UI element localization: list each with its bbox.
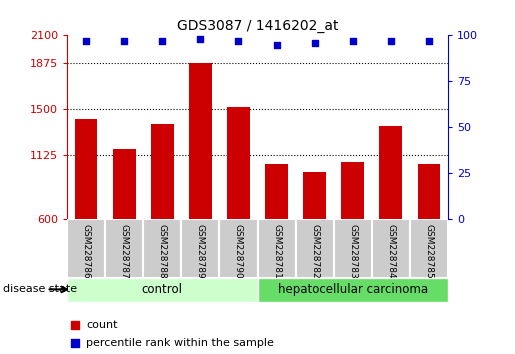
Text: GSM228782: GSM228782 — [310, 224, 319, 279]
Bar — [303, 172, 326, 219]
Text: hepatocellular carcinoma: hepatocellular carcinoma — [278, 283, 428, 296]
Bar — [113, 149, 135, 219]
Text: GSM228788: GSM228788 — [158, 224, 167, 279]
Text: GSM228789: GSM228789 — [196, 224, 205, 279]
Text: GSM228784: GSM228784 — [386, 224, 396, 279]
Point — [158, 38, 166, 44]
Text: GSM228786: GSM228786 — [81, 224, 91, 279]
Text: GSM228790: GSM228790 — [234, 224, 243, 279]
Point — [71, 322, 79, 328]
Point — [71, 340, 79, 346]
Point — [311, 40, 319, 46]
Bar — [189, 63, 212, 219]
Text: disease state: disease state — [3, 284, 77, 294]
Point — [120, 38, 128, 44]
Text: count: count — [86, 320, 117, 330]
Bar — [67, 278, 258, 302]
Bar — [265, 164, 288, 219]
Point — [272, 42, 281, 47]
Point — [387, 38, 395, 44]
Bar — [380, 126, 402, 219]
Bar — [258, 278, 448, 302]
Bar — [372, 219, 410, 278]
Bar — [418, 164, 440, 219]
Bar — [105, 219, 143, 278]
Bar — [296, 219, 334, 278]
Point — [82, 38, 90, 44]
Bar — [227, 107, 250, 219]
Text: control: control — [142, 283, 183, 296]
Text: GSM228783: GSM228783 — [348, 224, 357, 279]
Bar — [334, 219, 372, 278]
Bar — [67, 219, 105, 278]
Bar — [181, 219, 219, 278]
Bar — [410, 219, 448, 278]
Text: GSM228787: GSM228787 — [119, 224, 129, 279]
Title: GDS3087 / 1416202_at: GDS3087 / 1416202_at — [177, 19, 338, 33]
Text: GSM228785: GSM228785 — [424, 224, 434, 279]
Bar — [151, 124, 174, 219]
Text: GSM228781: GSM228781 — [272, 224, 281, 279]
Point — [234, 38, 243, 44]
Point — [349, 38, 357, 44]
Bar — [219, 219, 258, 278]
Point — [196, 36, 204, 42]
Bar — [341, 162, 364, 219]
Bar — [143, 219, 181, 278]
Bar — [75, 119, 97, 219]
Bar — [258, 219, 296, 278]
Point — [425, 38, 433, 44]
Text: percentile rank within the sample: percentile rank within the sample — [86, 338, 274, 348]
